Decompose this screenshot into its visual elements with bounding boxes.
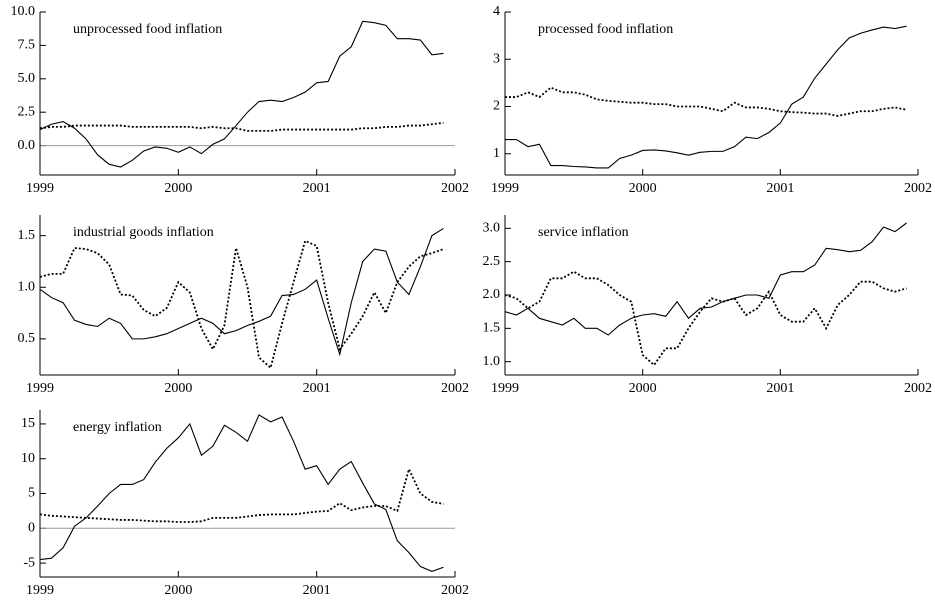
panel-title: unprocessed food inflation xyxy=(73,22,222,37)
y-tick-label: -5 xyxy=(23,555,35,570)
x-tick-label: 2001 xyxy=(766,381,794,396)
y-tick-label: 1.5 xyxy=(18,228,36,243)
x-tick-label: 2001 xyxy=(303,381,331,396)
y-tick-label: 0.5 xyxy=(18,331,36,346)
x-tick-label: 2001 xyxy=(303,583,331,598)
y-tick-label: 5 xyxy=(28,486,35,501)
series-line xyxy=(504,222,907,336)
x-tick-label: 2000 xyxy=(629,181,657,196)
series-line xyxy=(39,414,444,573)
y-tick-label: 2.0 xyxy=(483,287,501,302)
x-tick-label: 2002 xyxy=(441,381,469,396)
x-tick-label: 1999 xyxy=(26,381,54,396)
y-tick-label: 7.5 xyxy=(18,38,36,53)
y-tick-label: 0 xyxy=(28,521,35,536)
series-line xyxy=(39,239,444,370)
y-tick-label: 3 xyxy=(493,51,500,66)
x-tick-label: 2000 xyxy=(164,381,192,396)
series-line xyxy=(505,86,907,117)
x-tick-label: 2002 xyxy=(441,181,469,196)
x-tick-label: 1999 xyxy=(26,181,54,196)
y-tick-label: 0.0 xyxy=(18,138,36,153)
y-tick-label: 4 xyxy=(493,4,500,19)
y-tick-label: 2.5 xyxy=(18,104,36,119)
panel-title: industrial goods inflation xyxy=(73,225,214,240)
x-tick-label: 1999 xyxy=(491,181,519,196)
x-tick-label: 1999 xyxy=(491,381,519,396)
y-tick-label: 1 xyxy=(493,146,500,161)
y-tick-label: 1.5 xyxy=(483,321,501,336)
series-line xyxy=(39,466,444,523)
y-tick-label: 2 xyxy=(493,99,500,114)
panel-title: service inflation xyxy=(538,225,629,240)
x-tick-label: 1999 xyxy=(26,583,54,598)
x-tick-label: 2001 xyxy=(766,181,794,196)
series-line xyxy=(505,25,907,169)
y-tick-label: 15 xyxy=(21,416,35,431)
x-tick-label: 2002 xyxy=(904,381,932,396)
y-tick-label: 10 xyxy=(21,451,35,466)
y-tick-label: 10.0 xyxy=(11,4,36,19)
x-tick-label: 2001 xyxy=(303,181,331,196)
panel-title: processed food inflation xyxy=(538,22,673,37)
x-tick-label: 2002 xyxy=(441,583,469,598)
y-tick-label: 1.0 xyxy=(483,354,501,369)
x-tick-label: 2000 xyxy=(164,181,192,196)
series-line xyxy=(504,270,907,367)
y-tick-label: 3.0 xyxy=(483,221,501,236)
y-tick-label: 1.0 xyxy=(18,279,36,294)
x-tick-label: 2000 xyxy=(629,381,657,396)
panel-title: energy inflation xyxy=(73,420,162,435)
y-tick-label: 2.5 xyxy=(483,254,501,269)
x-tick-label: 2000 xyxy=(164,583,192,598)
series-line xyxy=(39,20,444,168)
x-tick-label: 2002 xyxy=(904,181,932,196)
series-line xyxy=(39,227,444,357)
series-line xyxy=(39,121,444,132)
y-tick-label: 5.0 xyxy=(18,71,36,86)
